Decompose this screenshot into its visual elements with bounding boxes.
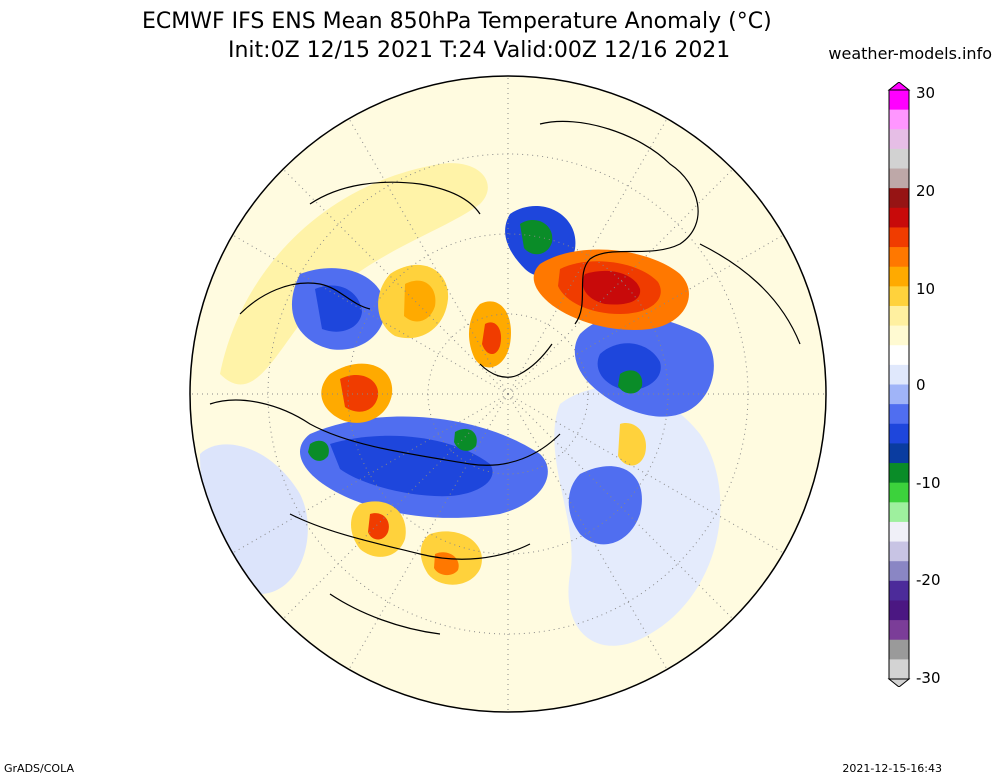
colorbar-cell — [889, 561, 909, 582]
colorbar-cell — [889, 639, 909, 660]
warm-anomaly — [404, 280, 436, 322]
colorbar-cell — [889, 305, 909, 327]
colorbar-cell — [889, 600, 909, 621]
colorbar-cell — [889, 345, 909, 366]
coastlines — [209, 120, 801, 635]
colorbar-tick-label: 30 — [916, 84, 936, 102]
colorbar-cell — [889, 443, 909, 464]
footer-credit: GrADS/COLA — [4, 762, 74, 775]
colorbar-cell — [889, 109, 909, 130]
colorbar-cell — [889, 482, 909, 503]
colorbar-cell — [889, 90, 909, 111]
colorbar-cell — [889, 502, 909, 523]
colorbar-cell — [889, 521, 909, 543]
map-title: ECMWF IFS ENS Mean 850hPa Temperature An… — [142, 9, 772, 34]
polar-map — [189, 75, 827, 713]
colorbar-cell — [889, 423, 909, 444]
map-subtitle: Init:0Z 12/15 2021 T:24 Valid:00Z 12/16 … — [228, 38, 731, 63]
colorbar-top-arrow — [887, 82, 911, 91]
colorbar-cell — [889, 286, 909, 307]
cold-anomaly — [454, 428, 477, 451]
colorbar-frame — [888, 89, 910, 680]
colorbar-cell — [889, 325, 909, 346]
colorbar-tick-label: 10 — [916, 280, 936, 298]
colorbar-cell — [889, 247, 909, 268]
colorbar-tick-label: -10 — [916, 474, 941, 492]
colorbar-tick-label: -30 — [916, 669, 941, 687]
cold-anomaly — [568, 466, 642, 545]
cold-anomaly — [308, 440, 329, 461]
colorbar-bottom-arrow — [887, 678, 911, 687]
cold-anomaly — [315, 285, 362, 332]
colorbar-cell — [889, 207, 909, 228]
colorbar-cell — [889, 227, 909, 248]
colorbar-cell — [889, 620, 909, 641]
colorbar-tick-label: 20 — [916, 182, 936, 200]
colorbar-cell — [889, 659, 909, 680]
warm-anomaly — [482, 322, 502, 355]
colorbar-cell — [889, 463, 909, 484]
warm-anomaly — [368, 513, 389, 540]
colorbar-tick-label: 0 — [916, 376, 926, 394]
colorbar-cell — [889, 384, 909, 405]
cold-anomaly — [330, 435, 493, 497]
colorbar-cell — [889, 188, 909, 209]
warm-anomaly — [582, 270, 641, 305]
colorbar-cell — [889, 541, 909, 562]
colorbar-cell — [889, 148, 909, 170]
globe-outline — [189, 75, 827, 713]
warm-anomaly — [618, 423, 646, 466]
source-label: weather-models.info — [828, 44, 992, 63]
colorbar-cell — [889, 168, 909, 189]
cold-anomaly — [618, 370, 643, 394]
colorbar — [887, 82, 911, 687]
warm-anomaly — [340, 375, 379, 412]
cold-anomaly — [520, 220, 553, 255]
colorbar-cell — [889, 580, 909, 601]
colorbar-cell — [889, 364, 909, 385]
cold-anomaly — [597, 343, 661, 391]
colorbar-cell — [889, 404, 909, 425]
colorbar-tick-label: -20 — [916, 571, 941, 589]
colorbar-cell — [889, 266, 909, 287]
colorbar-cell — [889, 129, 909, 150]
footer-timestamp: 2021-12-15-16:43 — [842, 762, 942, 775]
meridian-lines — [190, 76, 826, 712]
